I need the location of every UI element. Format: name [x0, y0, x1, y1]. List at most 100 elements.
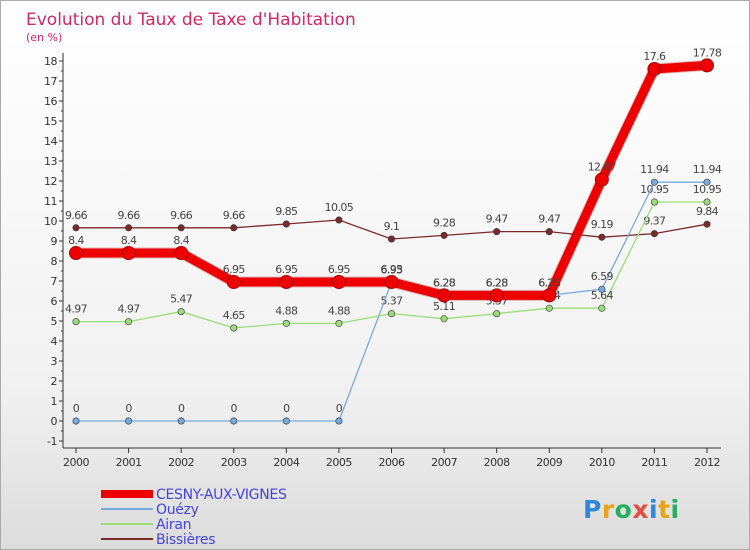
- logo-text: Proxiti: [583, 495, 680, 524]
- x-tick-label: 2004: [273, 456, 299, 469]
- data-point: [282, 319, 290, 327]
- x-tick-label: 2005: [326, 456, 352, 469]
- x-tick-label: 2008: [484, 456, 510, 469]
- data-label: 0: [178, 402, 185, 415]
- data-label: 0: [283, 402, 290, 415]
- logo-letter: t: [658, 495, 670, 524]
- data-label: 0: [73, 402, 80, 415]
- data-label: 9.85: [275, 205, 298, 218]
- data-point: [598, 233, 606, 241]
- data-point: [125, 224, 133, 232]
- data-label: 9.28: [433, 216, 456, 229]
- x-tick-label: 2006: [379, 456, 405, 469]
- data-label: 8.4: [68, 234, 84, 247]
- legend-item: CESNY-AUX-VIGNES: [101, 487, 287, 503]
- legend-label: CESNY-AUX-VIGNES: [156, 487, 287, 503]
- data-point: [594, 172, 609, 187]
- data-label: 9.84: [696, 205, 719, 218]
- y-tick-label: 9: [51, 235, 58, 248]
- y-tick-label: 0: [51, 415, 58, 428]
- data-point: [177, 417, 185, 425]
- data-label: 17.6: [643, 50, 666, 63]
- data-label: 9.66: [170, 209, 193, 222]
- y-tick-label: 12: [44, 175, 57, 188]
- data-point: [335, 319, 343, 327]
- x-tick-label: 2007: [431, 456, 457, 469]
- data-point: [335, 216, 343, 224]
- data-label: 4.88: [275, 304, 298, 317]
- data-label: 6.28: [538, 276, 561, 289]
- data-label: 0: [125, 402, 132, 415]
- data-label: 11.94: [693, 163, 722, 176]
- data-label: 5.47: [170, 293, 193, 306]
- data-point: [650, 178, 658, 186]
- data-point: [230, 417, 238, 425]
- data-point: [121, 246, 136, 260]
- data-label: 9.66: [223, 209, 246, 222]
- data-point: [440, 315, 448, 323]
- y-tick-label: 1: [51, 395, 58, 408]
- data-label: 8.4: [121, 234, 137, 247]
- logo-letter: i: [671, 495, 680, 524]
- data-label: 10.95: [693, 183, 722, 196]
- data-label: 9.1: [384, 220, 400, 233]
- data-label: 9.66: [65, 209, 88, 222]
- x-tick-label: 2011: [641, 456, 667, 469]
- data-point: [489, 288, 504, 303]
- y-tick-label: 3: [51, 355, 58, 368]
- x-tick-label: 2012: [694, 456, 720, 469]
- data-label: 6.93: [380, 263, 403, 276]
- data-point: [703, 198, 711, 206]
- data-label: 12.07: [588, 161, 617, 174]
- data-point: [387, 235, 395, 243]
- data-point: [226, 275, 241, 289]
- chart-subtitle: (en %): [26, 31, 62, 44]
- data-point: [440, 231, 448, 239]
- data-label: 4.97: [65, 303, 88, 316]
- data-point: [72, 224, 80, 232]
- y-tick-label: 15: [44, 115, 57, 128]
- legend-label: Airan: [156, 517, 191, 533]
- proxiti-logo: Proxiti: [583, 495, 680, 524]
- data-label: 9.47: [538, 213, 561, 226]
- y-tick-label: 2: [51, 375, 58, 388]
- series-line-shadow: [76, 59, 708, 301]
- series-ou-zy: 0 0 0 0 0 0 6.93 6.28 6.28 6.28 6.59 11.94 11.94: [72, 163, 722, 425]
- y-tick-label: 4: [51, 335, 58, 348]
- x-tick-label: 2000: [63, 456, 89, 469]
- data-point: [125, 417, 133, 425]
- data-point: [72, 417, 80, 425]
- data-point: [493, 228, 501, 236]
- y-tick-label: 8: [51, 255, 58, 268]
- y-tick-label: 14: [44, 135, 57, 148]
- chart-title: Evolution du Taux de Taxe d'Habitation: [26, 10, 356, 30]
- data-point: [387, 310, 395, 318]
- data-label: 6.28: [433, 276, 456, 289]
- series-layer: 9.66 9.66 9.66 9.66 9.85 10.05 9.1 9.28 9.47 9.47…: [65, 46, 722, 425]
- data-label: 9.66: [118, 209, 141, 222]
- data-label: 6.95: [275, 263, 298, 276]
- legend-item: Ouézy: [101, 502, 199, 518]
- data-label: 10.95: [640, 183, 669, 196]
- legend-item: Bissières: [101, 532, 216, 548]
- data-label: 6.28: [486, 276, 509, 289]
- x-tick-label: 2003: [221, 456, 247, 469]
- data-label: 5.64: [591, 289, 614, 302]
- x-tick-label: 2001: [116, 456, 142, 469]
- data-point: [72, 318, 80, 326]
- series-cesny-aux-vignes: 8.4 8.4 8.4 6.95 6.95 6.95 6.95 6.28 6.28 6.28 12.…: [68, 46, 722, 303]
- data-point: [174, 246, 189, 260]
- data-point: [493, 310, 501, 318]
- y-tick-label: 16: [44, 95, 57, 108]
- data-point: [69, 246, 83, 260]
- data-point: [335, 417, 343, 425]
- data-label: 9.19: [591, 218, 614, 231]
- data-point: [384, 275, 399, 289]
- data-label: 11.94: [640, 163, 669, 176]
- x-tick-label: 2009: [536, 456, 562, 469]
- legend-label: Ouézy: [156, 502, 199, 518]
- data-point: [177, 224, 185, 232]
